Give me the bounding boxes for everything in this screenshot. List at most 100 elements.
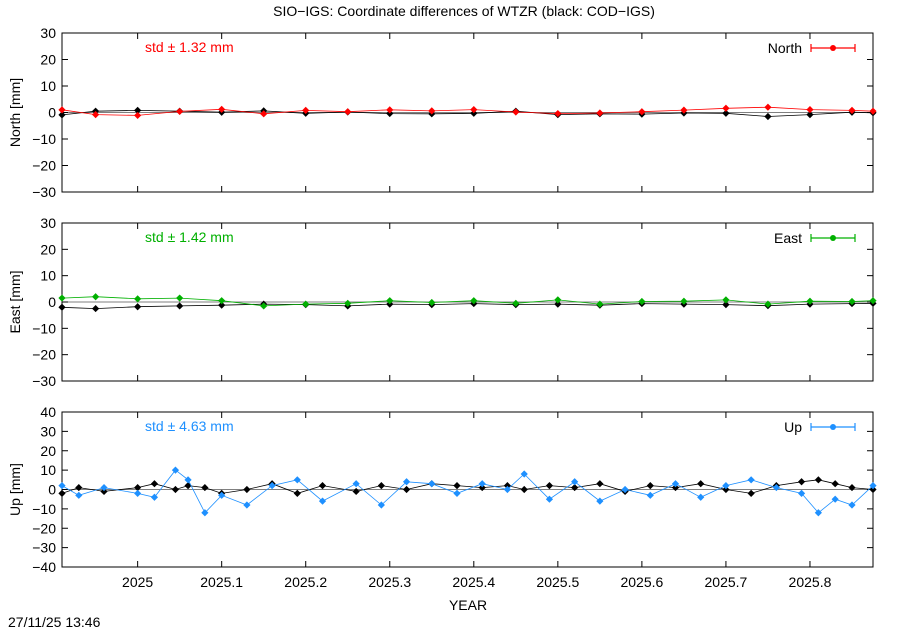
- data-point: [831, 495, 839, 503]
- data-point: [428, 298, 436, 307]
- sio-igs-series: [58, 466, 877, 517]
- series-line: [61, 302, 874, 310]
- y-tick-label: −20: [32, 520, 56, 536]
- y-tick-label: −30: [32, 373, 56, 389]
- data-point: [680, 297, 688, 305]
- series-line: [61, 296, 874, 307]
- data-point: [302, 106, 310, 114]
- data-point: [722, 104, 730, 112]
- data-point: [722, 301, 730, 309]
- x-tick-label: 2025.2: [284, 574, 327, 590]
- x-tick-label: 2025: [122, 574, 153, 590]
- data-point: [512, 108, 520, 116]
- data-point: [344, 108, 352, 116]
- data-point: [58, 111, 66, 119]
- data-point: [75, 483, 83, 492]
- data-point: [671, 480, 680, 488]
- data-point: [470, 105, 478, 114]
- data-point: [680, 106, 688, 114]
- sio-igs-series: [58, 103, 877, 120]
- data-point: [848, 106, 856, 114]
- data-point: [293, 476, 301, 484]
- y-axis-label: East [mm]: [7, 270, 23, 333]
- data-point: [646, 491, 654, 499]
- x-axis-label: YEAR: [449, 597, 487, 613]
- y-tick-label: 30: [40, 25, 56, 41]
- data-point: [134, 295, 142, 303]
- data-point: [100, 487, 108, 496]
- data-point: [150, 493, 159, 501]
- data-point: [621, 485, 629, 494]
- legend-label: North: [768, 40, 802, 56]
- legend-marker: [830, 235, 836, 241]
- data-point: [171, 466, 180, 474]
- data-point: [58, 303, 66, 311]
- y-tick-label: −30: [32, 540, 56, 556]
- y-axis-label: North [mm]: [7, 78, 23, 147]
- data-point: [260, 302, 268, 310]
- data-point: [100, 483, 108, 492]
- series-line: [61, 106, 874, 116]
- data-point: [134, 489, 142, 497]
- data-point: [554, 300, 562, 308]
- data-point: [402, 485, 411, 494]
- data-point: [722, 482, 730, 490]
- data-point: [58, 106, 66, 114]
- data-point: [764, 103, 772, 111]
- data-point: [520, 485, 528, 494]
- y-tick-label: 0: [48, 482, 56, 498]
- y-tick-label: 20: [40, 241, 56, 257]
- data-point: [806, 297, 814, 305]
- data-point: [92, 304, 100, 313]
- data-point: [470, 109, 478, 117]
- north-panel: −30 −20 −10 0 10 20 30 North [mm] std ± 1.32 mm N…: [7, 25, 877, 200]
- cod-igs-series: [58, 299, 877, 313]
- x-tick-label: 2025.8: [789, 574, 832, 590]
- data-point: [75, 491, 83, 499]
- data-point: [134, 106, 142, 114]
- data-point: [554, 296, 562, 304]
- legend-label: Up: [784, 419, 802, 435]
- y-tick-label: 10: [40, 268, 56, 284]
- data-point: [478, 483, 486, 492]
- y-tick-label: −40: [32, 559, 56, 575]
- data-point: [218, 491, 226, 499]
- y-tick-label: −10: [32, 320, 56, 336]
- data-point: [58, 482, 66, 490]
- data-point: [806, 105, 814, 114]
- data-point: [722, 485, 730, 494]
- data-point: [402, 478, 411, 486]
- data-point: [352, 480, 360, 488]
- data-point: [260, 110, 268, 118]
- data-point: [671, 483, 680, 492]
- data-point: [318, 482, 327, 490]
- data-point: [218, 105, 226, 113]
- data-point: [545, 482, 554, 490]
- data-point: [176, 294, 184, 302]
- std-annotation: std ± 1.32 mm: [145, 39, 234, 55]
- std-annotation: std ± 1.42 mm: [145, 229, 234, 245]
- data-point: [470, 297, 478, 305]
- y-tick-label: −30: [32, 184, 56, 200]
- y-tick-label: 10: [40, 462, 56, 478]
- data-point: [554, 109, 562, 118]
- x-tick-label: 2025.4: [452, 574, 495, 590]
- y-tick-label: 40: [40, 404, 56, 420]
- y-tick-label: 20: [40, 443, 56, 459]
- data-point: [722, 109, 730, 117]
- data-point: [243, 485, 251, 494]
- y-tick-label: −10: [32, 501, 56, 517]
- x-tick-label: 2025.5: [536, 574, 579, 590]
- data-point: [58, 294, 66, 302]
- y-tick-label: 20: [40, 52, 56, 68]
- data-point: [176, 302, 184, 310]
- data-point: [747, 489, 755, 497]
- data-point: [596, 480, 604, 488]
- data-point: [869, 297, 877, 305]
- data-point: [184, 476, 192, 484]
- x-tick-label: 2025.7: [705, 574, 748, 590]
- data-point: [218, 297, 226, 305]
- data-point: [453, 489, 461, 497]
- data-point: [814, 476, 822, 484]
